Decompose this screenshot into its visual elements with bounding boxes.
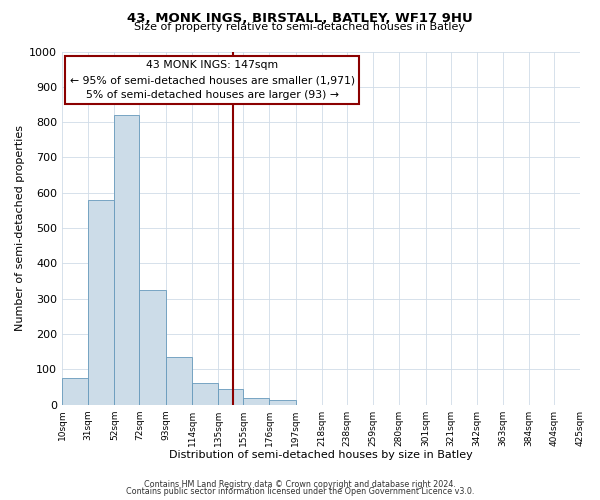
Text: Contains HM Land Registry data © Crown copyright and database right 2024.: Contains HM Land Registry data © Crown c… [144, 480, 456, 489]
Bar [115, 115, 139, 405]
Text: Contains public sector information licensed under the Open Government Licence v3: Contains public sector information licen… [126, 488, 474, 496]
Bar [166, 357, 192, 405]
X-axis label: Distribution of semi-detached houses by size in Batley: Distribution of semi-detached houses by … [169, 450, 473, 460]
Y-axis label: Number of semi-detached properties: Number of semi-detached properties [15, 125, 25, 331]
Bar [88, 200, 115, 404]
Bar [139, 290, 166, 405]
Bar [218, 388, 243, 404]
Text: Size of property relative to semi-detached houses in Batley: Size of property relative to semi-detach… [134, 22, 466, 32]
Text: 43 MONK INGS: 147sqm
← 95% of semi-detached houses are smaller (1,971)
5% of sem: 43 MONK INGS: 147sqm ← 95% of semi-detac… [70, 60, 355, 100]
Bar [192, 384, 218, 404]
Bar [62, 378, 88, 404]
Bar [243, 398, 269, 404]
Text: 43, MONK INGS, BIRSTALL, BATLEY, WF17 9HU: 43, MONK INGS, BIRSTALL, BATLEY, WF17 9H… [127, 12, 473, 26]
Bar [269, 400, 296, 404]
